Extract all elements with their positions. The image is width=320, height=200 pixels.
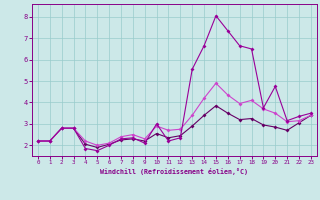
X-axis label: Windchill (Refroidissement éolien,°C): Windchill (Refroidissement éolien,°C) xyxy=(100,168,248,175)
